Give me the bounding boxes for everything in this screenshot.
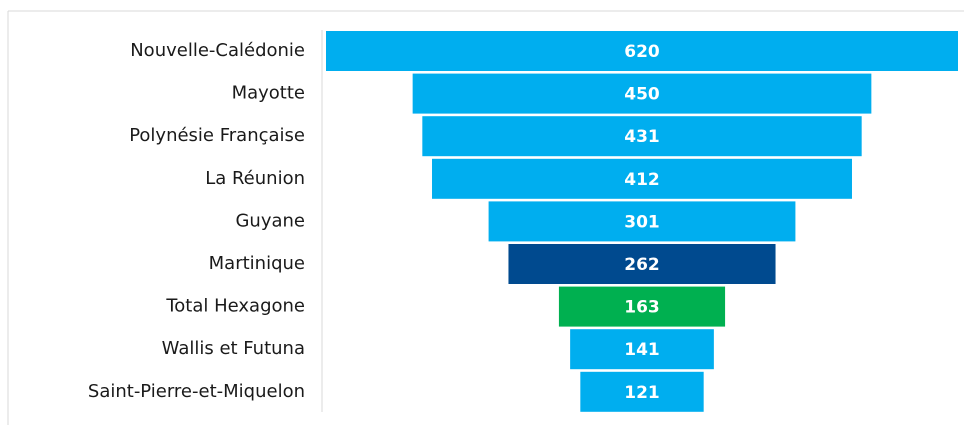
value-label: 163 xyxy=(624,298,660,318)
category-label: Guyane xyxy=(235,210,305,231)
value-label: 121 xyxy=(624,383,660,403)
category-label: Martinique xyxy=(209,253,305,274)
category-label: Total Hexagone xyxy=(165,296,305,317)
category-label: Saint-Pierre-et-Miquelon xyxy=(88,381,305,402)
value-label: 450 xyxy=(624,85,660,105)
category-label: La Réunion xyxy=(205,168,305,189)
value-label: 620 xyxy=(624,42,660,62)
bar xyxy=(570,329,714,370)
value-label: 141 xyxy=(624,340,660,360)
bar xyxy=(326,31,958,71)
bar xyxy=(422,116,862,157)
category-label: Nouvelle-Calédonie xyxy=(130,40,305,61)
value-label: 431 xyxy=(624,127,660,147)
category-label: Polynésie Française xyxy=(129,125,305,146)
category-label: Mayotte xyxy=(232,83,305,104)
bar xyxy=(580,371,704,412)
bar xyxy=(508,244,776,284)
value-label: 412 xyxy=(624,170,660,190)
bar xyxy=(412,73,872,114)
value-label: 262 xyxy=(624,255,660,275)
value-label: 301 xyxy=(624,212,660,232)
bar xyxy=(488,201,796,242)
category-label: Wallis et Futuna xyxy=(162,338,305,359)
bar xyxy=(432,158,852,199)
bar xyxy=(558,286,726,327)
